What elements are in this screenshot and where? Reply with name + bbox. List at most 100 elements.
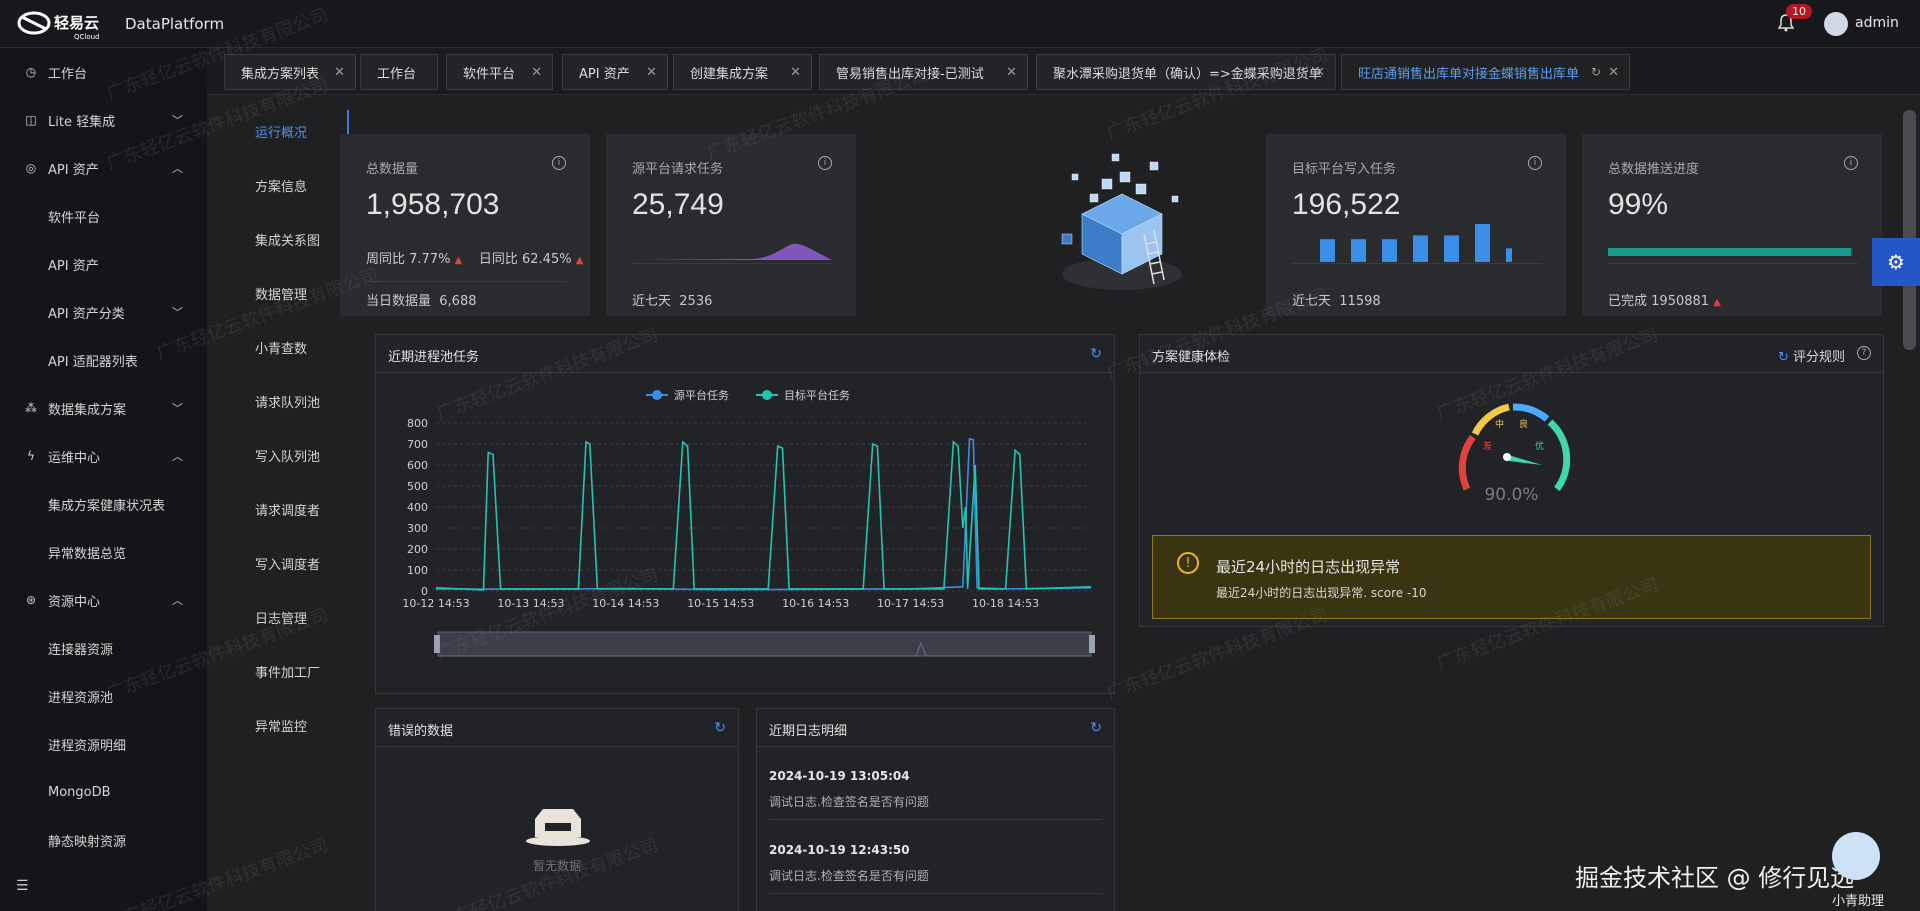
subnav-item[interactable]: 日志管理 [255,612,308,627]
refresh-icon[interactable]: ↻ [1090,346,1102,362]
subnav-item[interactable]: 异常监控 [255,720,308,735]
log-alert: ! 最近24小时的日志出现异常 最近24小时的日志出现异常. score -10 [1152,535,1871,619]
settings-gear-icon[interactable]: ⚙ [1872,238,1920,286]
chevron-up-icon[interactable]: ︿ [172,162,183,175]
info-icon[interactable]: i [818,156,832,170]
help-icon[interactable]: ? [1857,346,1871,360]
sidebar-item[interactable]: ϟ 运维中心 ︿ [0,432,207,480]
sidebar-item[interactable]: ◫ Lite 轻集成 ﹀ [0,96,207,144]
subnav-item[interactable]: 数据管理 [255,288,308,303]
target-value: 196,522 [1292,188,1401,221]
wow-label: 周同比 [366,252,406,267]
x-tick-label: 10-15 14:53 [687,597,754,610]
sidebar-item[interactable]: API 资产 [0,240,207,288]
divider [769,893,1102,894]
refresh-icon[interactable]: ↻ [1777,350,1789,365]
sidebar-item[interactable]: ⁂ 数据集成方案 ﹀ [0,384,207,432]
close-icon[interactable]: ✕ [1608,64,1619,80]
sidebar-item[interactable]: 静态映射资源 [0,816,207,864]
sidebar-item[interactable]: MongoDB [0,768,207,816]
tab-solution-list[interactable]: 集成方案列表 ✕ [224,54,356,90]
subnav-item[interactable]: 写入调度者 [255,558,321,573]
log-time: 2024-10-19 12:43:50 [769,843,910,857]
score-rules-link[interactable]: ↻ 评分规则 [1778,346,1845,365]
tab-create-solution[interactable]: 创建集成方案 ✕ [673,54,812,90]
sidebar-item-label: 工作台 [48,66,88,82]
subnav-item[interactable]: 请求队列池 [255,396,321,411]
tab-label: 软件平台 [463,66,516,82]
x-tick-label: 10-12 14:53 [402,597,469,610]
subnav-item[interactable]: 请求调度者 [255,504,321,519]
card-title: 目标平台写入任务 [1292,162,1397,177]
target-bar [1413,235,1428,262]
subnav-item[interactable]: 运行概况 [255,126,308,141]
target-task-card: 目标平台写入任务 i 196,522 近七天 11598 [1266,134,1566,316]
chevron-down-icon[interactable]: ﹀ [172,306,183,319]
sidebar-item[interactable]: API 适配器列表 [0,336,207,384]
clock-icon: ◷ [25,65,37,79]
chevron-up-icon[interactable]: ︿ [172,594,183,607]
sidebar-item[interactable]: 进程资源明细 [0,720,207,768]
tab-software-platform[interactable]: 软件平台 ✕ [446,54,553,90]
chevron-up-icon[interactable]: ︿ [172,450,183,463]
refresh-icon[interactable]: ↻ [1090,720,1102,736]
sidebar-item[interactable]: ◷ 工作台 [0,48,207,96]
subnav-item[interactable]: 小青查数 [255,342,308,357]
assistant-avatar[interactable] [1832,832,1880,880]
close-icon[interactable]: ✕ [646,64,657,80]
close-icon[interactable]: ✕ [531,64,542,80]
panel-title: 错误的数据 [388,724,454,739]
brand-logo[interactable]: 轻易云 QCloud [14,8,124,42]
close-icon[interactable]: ✕ [1314,64,1325,80]
log-message: 调试日志.检查签名是否有问题 [769,795,929,809]
juejin-watermark: 掘金技术社区 @ 修行见远 [1575,864,1855,892]
app-title: DataPlatform [125,15,225,33]
legend-swatch [652,390,662,400]
info-icon[interactable]: i [1844,156,1858,170]
close-icon[interactable]: ✕ [790,64,801,80]
sidebar-item[interactable]: API 资产分类 ﹀ [0,288,207,336]
gauge-label-mid: 中 [1495,418,1504,430]
wow-value: 7.77% [409,252,451,267]
health-check-panel: 方案健康体检 ↻ 评分规则 ? 差 中 良 优 90.0% ! 最近24小时的日… [1139,334,1884,627]
tab-wangdiantong-sales[interactable]: 旺店通销售出库单对接金蝶销售出库单 ↻ ✕ [1341,54,1630,90]
refresh-icon[interactable]: ↻ [714,720,726,736]
sidebar-item[interactable]: ⊛ 资源中心 ︿ [0,576,207,624]
sidebar-item[interactable]: 集成方案健康状况表 [0,480,207,528]
refresh-icon[interactable]: ↻ [1590,65,1601,79]
subnav-item[interactable]: 集成关系图 [255,234,321,249]
collapse-menu-icon[interactable]: ☰ [16,878,29,894]
sidebar-item[interactable]: 软件平台 [0,192,207,240]
sidebar-item[interactable]: 连接器资源 [0,624,207,672]
tab-jushuitan-return[interactable]: 聚水潭采购退货单（确认）=>金蝶采购退货单 ✕ [1036,54,1336,90]
sidebar-item-label: API 资产分类 [48,306,125,322]
today-label: 当日数据量 [366,294,432,309]
sidebar-item[interactable]: 进程资源池 [0,672,207,720]
tab-guanyi-sales[interactable]: 管易销售出库对接-已测试 ✕ [819,54,1028,90]
subnav-item[interactable]: 方案信息 [255,180,308,195]
info-icon[interactable]: i [1528,156,1542,170]
y-tick-label: 100 [407,564,428,577]
chevron-down-icon[interactable]: ﹀ [172,114,183,127]
avatar[interactable] [1824,12,1848,36]
close-icon[interactable]: ✕ [1006,64,1017,80]
tab-api-assets[interactable]: API 资产 ✕ [562,54,668,90]
sidebar-item-label: 连接器资源 [48,642,114,658]
sidebar-item-label: 运维中心 [48,450,101,466]
close-icon[interactable]: ✕ [334,64,345,80]
chevron-down-icon[interactable]: ﹀ [172,402,183,415]
info-icon[interactable]: i [552,156,566,170]
panel-title: 方案健康体检 [1152,350,1231,365]
assistant-label[interactable]: 小青助理 [1832,894,1885,909]
divider [632,263,832,264]
done-row: 已完成 1950881 ▲ [1608,290,1721,309]
subnav-item[interactable]: 写入队列池 [255,450,321,465]
sidebar-item[interactable]: ◎ API 资产 ︿ [0,144,207,192]
user-name[interactable]: admin [1855,15,1899,31]
sidebar-item-label: 集成方案健康状况表 [48,498,166,514]
tab-workbench[interactable]: 工作台 [360,54,438,90]
page-scrollbar[interactable] [1903,110,1916,350]
alert-body: 最近24小时的日志出现异常. score -10 [1216,586,1427,600]
sidebar-item[interactable]: 异常数据总览 [0,528,207,576]
subnav-item[interactable]: 事件加工厂 [255,666,321,681]
